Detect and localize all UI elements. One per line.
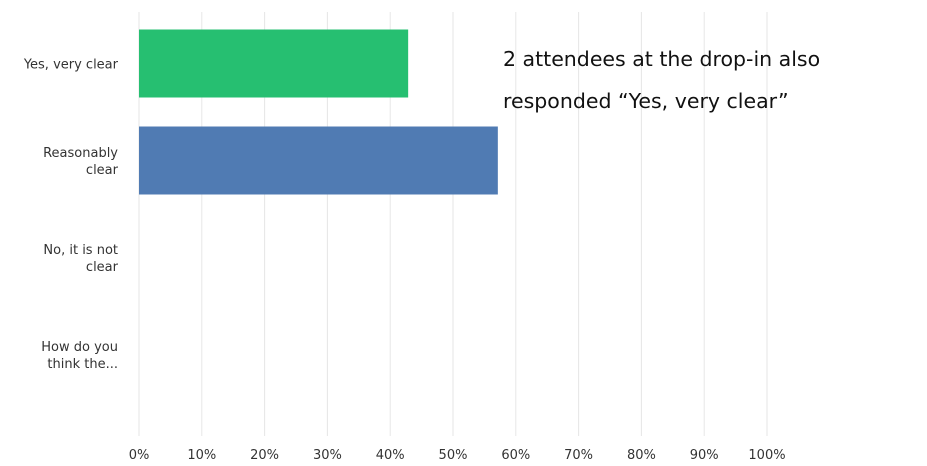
x-tick-label: 50% bbox=[439, 448, 468, 463]
category-label: Reasonably bbox=[43, 146, 118, 161]
x-tick-label: 0% bbox=[129, 448, 150, 463]
annotation-line-2: responded “Yes, very clear” bbox=[503, 89, 789, 113]
x-axis-tick-labels: 0% 10% 20% 30% 40% 50% 60% 70% 80% 90% 100% bbox=[129, 448, 786, 463]
x-tick-label: 40% bbox=[376, 448, 405, 463]
category-label: clear bbox=[86, 260, 119, 275]
bar bbox=[139, 29, 409, 98]
x-tick-label: 60% bbox=[501, 448, 530, 463]
x-tick-label: 80% bbox=[627, 448, 656, 463]
x-tick-label: 100% bbox=[748, 448, 785, 463]
chart-annotation: 2 attendees at the drop-in also responde… bbox=[503, 38, 923, 122]
x-tick-label: 90% bbox=[690, 448, 719, 463]
category-label: think the... bbox=[47, 357, 118, 372]
bars bbox=[139, 29, 498, 195]
bar bbox=[139, 126, 498, 195]
x-tick-label: 10% bbox=[187, 448, 216, 463]
category-label: How do you bbox=[41, 340, 118, 355]
x-tick-label: 20% bbox=[250, 448, 279, 463]
category-label: No, it is not bbox=[43, 243, 118, 258]
annotation-line-1: 2 attendees at the drop-in also bbox=[503, 47, 821, 71]
x-tick-label: 30% bbox=[313, 448, 342, 463]
x-tick-label: 70% bbox=[564, 448, 593, 463]
category-label: clear bbox=[86, 163, 119, 178]
category-labels: Yes, very clear Reasonably clear No, it is … bbox=[23, 58, 119, 373]
category-label: Yes, very clear bbox=[23, 58, 119, 73]
